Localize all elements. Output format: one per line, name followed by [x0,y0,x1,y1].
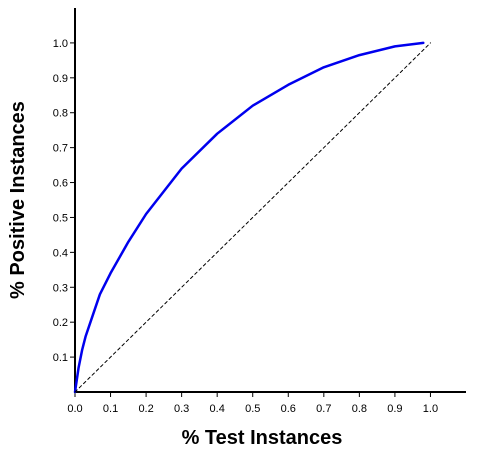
y-tick-label: 0.2 [53,317,68,329]
x-tick-label: 0.5 [245,403,260,415]
y-tick-label: 0.9 [53,73,68,85]
y-tick-label: 0.5 [53,212,68,224]
x-tick-label: 0.8 [352,403,367,415]
y-tick-label: 0.3 [53,282,68,294]
x-tick-label: 0.4 [210,403,225,415]
x-tick-label: 0.3 [174,403,189,415]
y-tick-label: 0.8 [53,108,68,120]
axes [74,8,466,393]
x-tick-label: 0.6 [281,403,296,415]
baseline-diagonal-line [74,42,431,393]
y-tick-label: 0.1 [53,352,68,364]
y-tick-label: 0.4 [53,247,68,259]
y-tick-label: 0.6 [53,178,68,190]
y-axis-title: % Positive Instances [7,101,29,299]
x-tick-label: 0.1 [103,403,118,415]
x-tick-label: 1.0 [423,403,438,415]
series-layer [73,41,431,394]
x-tick-label: 0.2 [138,403,153,415]
y-ticks: 0.1 0.2 0.3 0.4 0.5 0.6 0.7 0.8 0.9 1.0 [53,38,75,364]
y-tick-label: 1.0 [53,38,68,50]
x-axis-title: % Test Instances [182,427,343,449]
x-tick-label: 0.9 [387,403,402,415]
x-tick-label: 0.7 [316,403,331,415]
y-tick-label: 0.7 [53,143,68,155]
lift-curve-line [73,41,425,394]
x-tick-label: 0.0 [67,403,82,415]
x-ticks: 0.0 0.1 0.2 0.3 0.4 0.5 0.6 0.7 0.8 0.9 1.0 [67,392,438,415]
